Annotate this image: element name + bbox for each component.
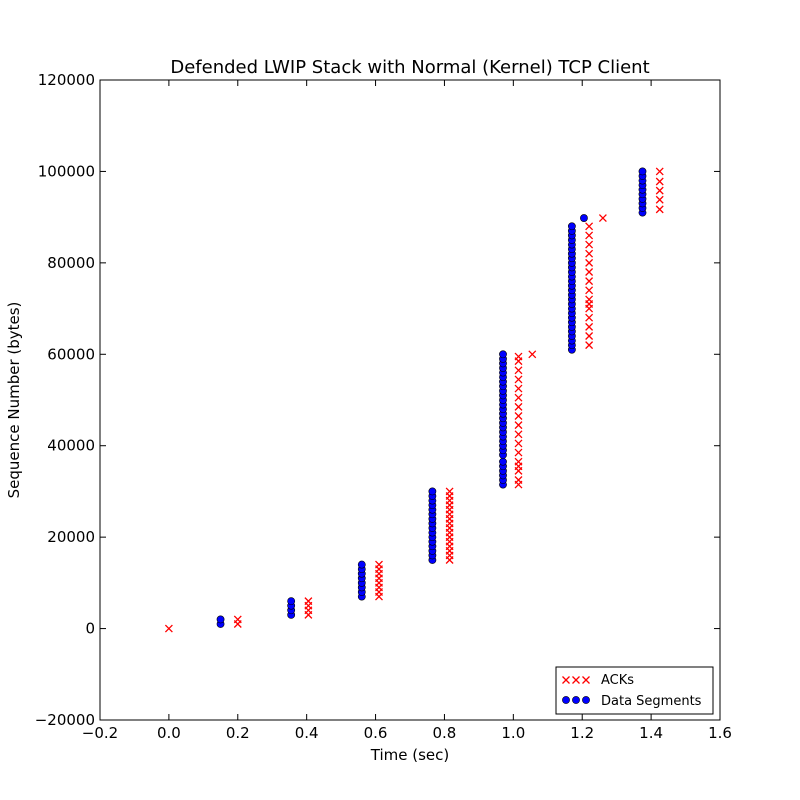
ack-point — [514, 375, 523, 384]
ack-point — [655, 195, 664, 204]
legend-box — [555, 666, 714, 715]
ack-point — [655, 167, 664, 176]
ack-point — [585, 322, 594, 331]
ack-point — [514, 412, 523, 420]
data-segment-point — [567, 222, 576, 231]
ack-point — [164, 624, 173, 633]
legend-ack-marker — [582, 676, 590, 684]
ack-point — [514, 421, 523, 430]
ack-point — [585, 258, 594, 267]
y-tick-label: 80000 — [47, 254, 95, 272]
x-tick-label: 0.8 — [433, 724, 457, 742]
plot-area — [100, 80, 720, 720]
ack-point — [514, 476, 523, 484]
x-tick-label: 1.6 — [708, 724, 732, 742]
y-axis-label: Sequence Number (bytes) — [5, 302, 23, 499]
ack-point — [528, 350, 537, 359]
ack-point — [655, 186, 664, 195]
legend-data-segment-marker — [562, 696, 570, 704]
ack-point — [585, 249, 594, 258]
ack-point — [598, 214, 607, 223]
data-markers — [164, 167, 664, 633]
ack-point — [585, 268, 594, 276]
ack-point — [514, 439, 523, 448]
x-tick-label: 0.2 — [226, 724, 250, 742]
data-segment-point — [357, 560, 366, 569]
ack-point — [375, 560, 383, 569]
data-segment-point — [638, 167, 647, 176]
ack-point — [655, 205, 664, 214]
ack-point — [585, 332, 594, 340]
chart-title: Defended LWIP Stack with Normal (Kernel)… — [170, 57, 649, 78]
x-tick-label: −0.2 — [82, 724, 118, 742]
y-tick-label: 60000 — [47, 345, 95, 363]
legend-ack-marker — [572, 676, 580, 684]
legend-ack-marker — [562, 676, 570, 684]
ack-point — [514, 384, 523, 393]
legend-label-acks: ACKs — [601, 673, 634, 688]
ack-point — [514, 448, 523, 457]
y-tick-label: 40000 — [47, 437, 95, 455]
data-segment-point — [499, 350, 507, 359]
y-tick-label: 0 — [85, 620, 95, 638]
legend-data-segment-marker — [572, 696, 580, 704]
legend-data-segment-marker — [582, 696, 590, 704]
y-tick-label: 20000 — [47, 528, 95, 546]
ack-point — [514, 430, 523, 439]
ack-point — [514, 393, 523, 402]
plot-background — [100, 80, 720, 720]
ack-point — [304, 597, 313, 606]
x-tick-label: 1.0 — [501, 724, 525, 742]
ack-point — [585, 231, 594, 240]
ack-point — [585, 222, 594, 231]
x-tick-label: 0.0 — [157, 724, 181, 742]
ack-point — [585, 286, 594, 295]
ack-point — [585, 295, 594, 304]
ack-point — [514, 366, 523, 375]
y-tick-label: −20000 — [35, 711, 95, 729]
data-segment-point — [580, 214, 588, 222]
ack-point — [585, 277, 594, 286]
ack-point — [585, 313, 594, 322]
legend-data-segments-marker — [562, 696, 590, 704]
ack-point — [445, 487, 454, 496]
data-segment-point — [287, 597, 296, 606]
legend-acks-marker — [562, 676, 590, 684]
ack-point — [655, 177, 664, 186]
ack-point — [585, 240, 594, 249]
ack-point — [233, 615, 242, 624]
x-tick-label: 0.6 — [364, 724, 388, 742]
ack-point — [514, 352, 523, 361]
x-axis-label: Time (sec) — [370, 746, 449, 764]
y-tick-label: 120000 — [38, 71, 95, 89]
data-segment-point — [499, 457, 507, 466]
x-tick-label: 1.2 — [570, 724, 594, 742]
plot-frame — [99, 79, 721, 721]
ack-point — [585, 341, 594, 350]
legend: ACKs Data Segments — [555, 666, 714, 715]
data-segment-point — [216, 615, 225, 624]
ack-point — [514, 402, 523, 411]
x-tick-label: 1.4 — [639, 724, 663, 742]
y-tick-label: 100000 — [38, 162, 95, 180]
axis-ticks: −0.2 0.0 0.2 0.4 0.6 0.8 1.0 1.2 1.4 1.6 −20000 0 20… — [35, 71, 732, 742]
legend-label-data-segments: Data Segments — [601, 694, 702, 709]
data-segment-point — [428, 487, 437, 496]
x-tick-label: 0.4 — [295, 724, 319, 742]
ack-point — [514, 457, 523, 466]
